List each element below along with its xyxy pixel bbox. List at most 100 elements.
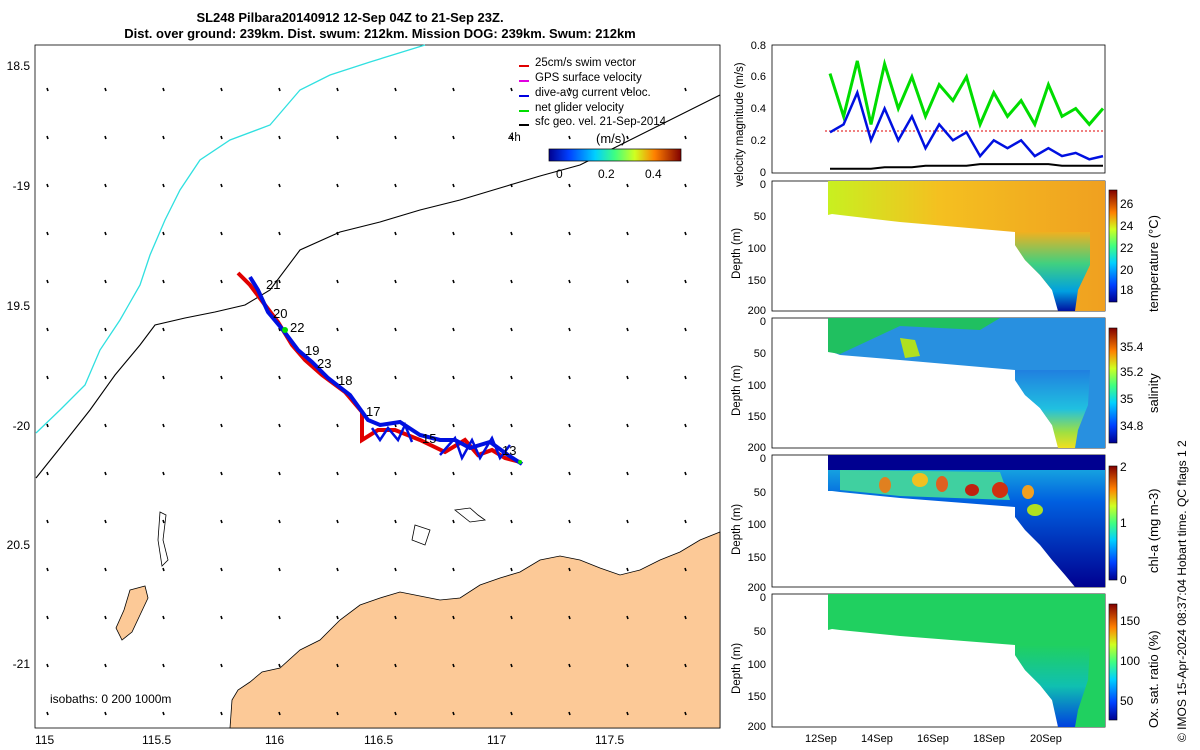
- depth-tick: 100: [748, 380, 766, 392]
- geo-vector: [104, 567, 107, 572]
- day-label: 23: [317, 356, 331, 371]
- lat-tick: 18.5: [7, 59, 31, 73]
- depth-tick: 100: [748, 243, 766, 255]
- lat-tick: 19.5: [7, 299, 31, 313]
- lat-tick: -21: [13, 657, 31, 671]
- geo-vector: [336, 471, 339, 476]
- date-tick: 20Sep: [1030, 733, 1062, 745]
- geo-vector: [394, 519, 397, 524]
- geo-vector: [278, 519, 281, 524]
- geo-vector: [568, 279, 571, 284]
- geo-vector: [452, 567, 455, 572]
- geo-vector: [46, 711, 49, 716]
- geo-vector: [278, 183, 281, 188]
- colorbar-title: (m/s): [596, 131, 626, 146]
- date-tick: 18Sep: [973, 733, 1005, 745]
- day-label: 20: [273, 306, 287, 321]
- geo-vector: [626, 471, 629, 476]
- geo-vector: [452, 327, 455, 332]
- geo-vector: [626, 567, 629, 572]
- lon-tick: 116: [265, 733, 284, 747]
- cbar-tick: 35.2: [1120, 365, 1144, 379]
- geo-vector: [684, 567, 687, 572]
- cbar-label: salinity: [1146, 373, 1161, 413]
- geo-vector: [278, 375, 281, 380]
- geo-vector: [220, 711, 223, 716]
- geo-vector: [394, 231, 397, 236]
- coastline-land: [229, 531, 721, 729]
- geo-vector: [278, 135, 281, 140]
- vel-y-tick: 0: [760, 167, 766, 179]
- map-lat-ticks: 18.5 -19 19.5 -20 20.5 -21: [7, 59, 31, 671]
- geo-vector: [104, 135, 107, 140]
- geo-vector: [278, 711, 281, 716]
- vel-y-tick: 0.6: [751, 71, 766, 83]
- geo-vector: [626, 663, 629, 668]
- geo-vector: [568, 231, 571, 236]
- geo-vector: [626, 135, 629, 140]
- geo-vector: [452, 663, 455, 668]
- geo-vector: [220, 279, 223, 284]
- map-lon-ticks: 115 115.5 116 116.5 117 117.5: [35, 733, 624, 747]
- geo-vector: [452, 711, 455, 716]
- geo-vector: [336, 663, 339, 668]
- geo-vector: [336, 423, 339, 428]
- geo-vector: [46, 375, 49, 380]
- geo-vector: [278, 615, 281, 620]
- scale-note: 4h: [508, 132, 521, 144]
- geo-vector: [568, 663, 571, 668]
- geo-vector: [452, 87, 455, 92]
- lon-tick: 116.5: [364, 733, 393, 747]
- geo-vector: [220, 231, 223, 236]
- isobaths-label: isobaths: 0 200 1000m: [50, 692, 171, 706]
- geo-vector: [162, 615, 165, 620]
- geo-vector: [626, 519, 629, 524]
- legend-entry: dive-avg current veloc.: [535, 87, 651, 99]
- depth-tick: 150: [748, 411, 766, 423]
- geo-vector: [220, 615, 223, 620]
- copyright-credit: © IMOS 15-Apr-2024 08:37:04 Hobart time.…: [1175, 440, 1189, 742]
- cbar-label: Ox. sat. ratio (%): [1146, 630, 1161, 728]
- depth-tick: 100: [748, 519, 766, 531]
- geo-vector: [568, 471, 571, 476]
- geo-vector: [336, 711, 339, 716]
- geo-vector: [46, 135, 49, 140]
- depth-label: Depth (m): [731, 365, 743, 416]
- geo-vector: [278, 567, 281, 572]
- geo-vector: [452, 183, 455, 188]
- lon-tick: 117: [487, 733, 506, 747]
- geo-vector: [684, 231, 687, 236]
- geo-vector: [104, 183, 107, 188]
- plot-subtitle: Dist. over ground: 239km. Dist. swum: 21…: [124, 26, 636, 41]
- geo-vector: [626, 183, 629, 188]
- geo-vector: [568, 519, 571, 524]
- cbar-tick: 50: [1120, 694, 1134, 708]
- geo-vector: [104, 471, 107, 476]
- day-label: 22: [290, 320, 304, 335]
- geo-vector: [626, 279, 629, 284]
- geo-vector: [278, 423, 281, 428]
- geo-vector: [510, 135, 513, 140]
- temperature-section: 18 20 22 24 26 temperature (°C) 0 50 100…: [731, 179, 1161, 317]
- cbar-tick: 100: [1120, 654, 1140, 668]
- cbar-tick: 2: [1120, 460, 1127, 474]
- geo-vector: [394, 711, 397, 716]
- velocity-series-line: [829, 88, 1104, 161]
- geo-vector: [626, 87, 629, 92]
- geo-vector: [394, 567, 397, 572]
- depth-tick: 100: [748, 659, 766, 671]
- geo-vector: [336, 567, 339, 572]
- map-panel: 21 20 22 19 23 18 17 15 13 25cm/s swim v…: [7, 44, 721, 747]
- depth-tick: 150: [748, 691, 766, 703]
- geo-vector: [394, 87, 397, 92]
- island-west: [115, 585, 149, 641]
- geo-vector: [452, 519, 455, 524]
- geo-vector: [684, 375, 687, 380]
- legend-entry: net glider velocity: [535, 102, 624, 114]
- geo-vector: [684, 519, 687, 524]
- geo-vector: [510, 87, 513, 92]
- geo-vector: [104, 279, 107, 284]
- geo-vector: [220, 375, 223, 380]
- lon-tick: 115: [35, 733, 54, 747]
